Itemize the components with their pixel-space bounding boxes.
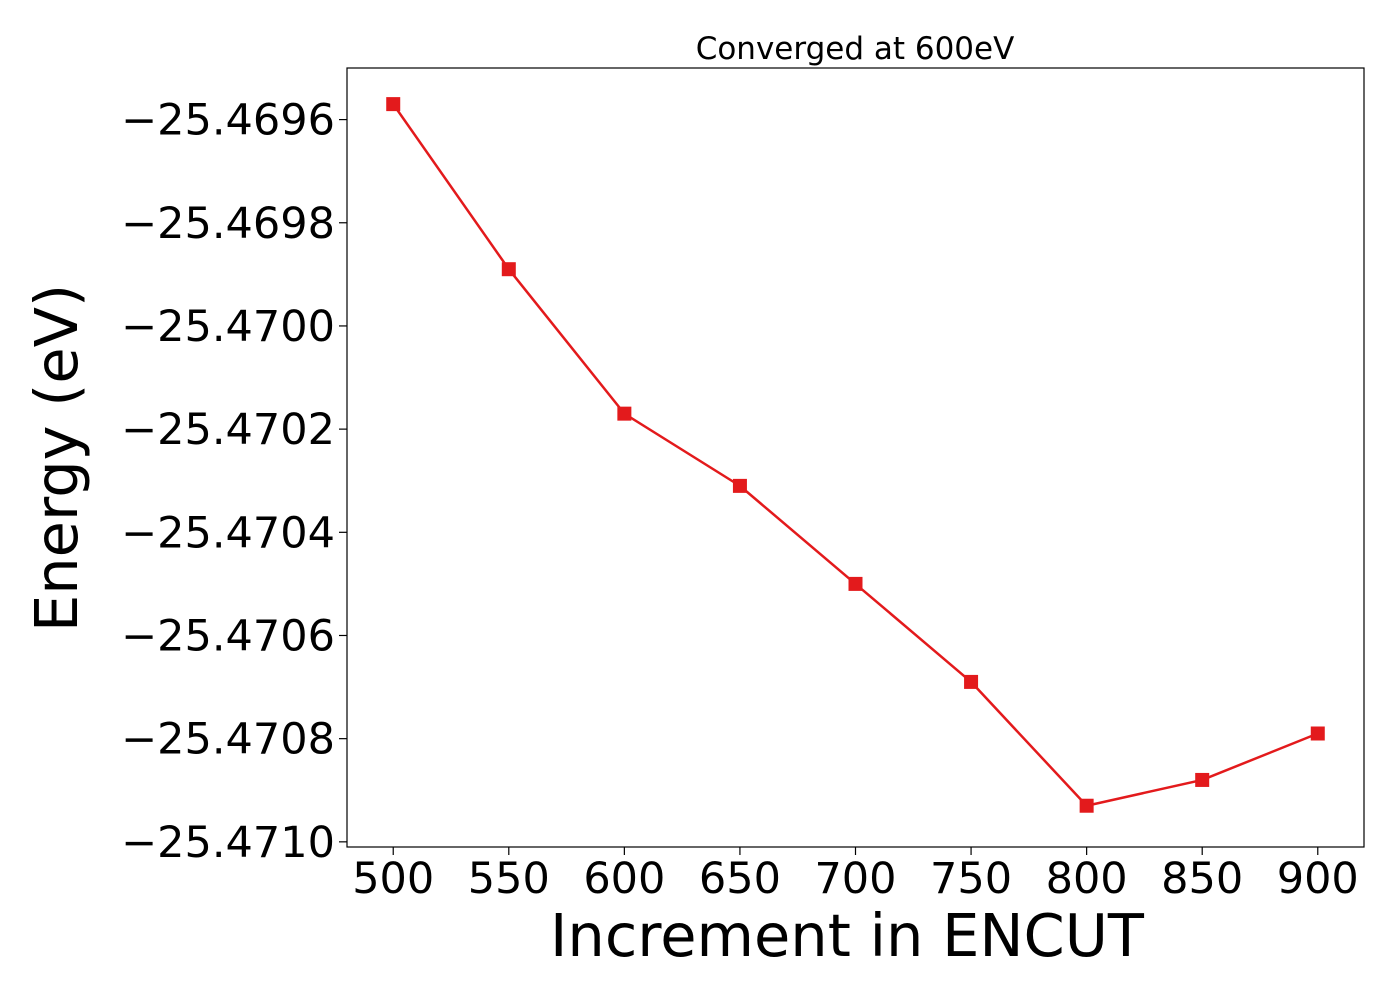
- y-tick-label: −25.4702: [121, 405, 335, 455]
- y-tick-label: −25.4704: [121, 508, 335, 558]
- data-point: [964, 674, 979, 689]
- x-tick-label: 500: [352, 854, 434, 904]
- x-tick-label: 850: [1161, 854, 1243, 904]
- x-tick-label: 550: [468, 854, 550, 904]
- data-point: [501, 262, 516, 277]
- data-point: [848, 576, 863, 591]
- y-tick-label: −25.4700: [121, 302, 335, 352]
- x-axis: 500 550 600 650 700 750 800 850 900: [352, 847, 1359, 904]
- x-tick-label: 700: [814, 854, 896, 904]
- x-tick-label: 800: [1046, 854, 1128, 904]
- y-tick-label: −25.4708: [121, 715, 335, 765]
- x-tick-label: 650: [699, 854, 781, 904]
- y-tick-label: −25.4706: [121, 611, 335, 661]
- y-axis-label: Energy (eV): [22, 284, 91, 632]
- y-tick-label: −25.4698: [121, 199, 335, 249]
- x-tick-label: 600: [583, 854, 665, 904]
- data-point: [1310, 726, 1325, 741]
- chart-title: Converged at 600eV: [696, 31, 1015, 67]
- x-tick-label: 900: [1277, 854, 1359, 904]
- data-point: [1195, 772, 1210, 787]
- y-tick-label: −25.4710: [121, 818, 335, 868]
- series-layer: [386, 97, 1325, 813]
- y-axis: −25.4696 −25.4698 −25.4700 −25.4702 −25.4704…: [121, 96, 347, 868]
- data-point: [732, 478, 747, 493]
- y-tick-label: −25.4696: [121, 96, 335, 146]
- data-point: [1079, 798, 1094, 813]
- data-point: [386, 97, 401, 112]
- x-axis-label: Increment in ENCUT: [550, 901, 1145, 970]
- data-point: [617, 406, 632, 421]
- x-tick-label: 750: [930, 854, 1012, 904]
